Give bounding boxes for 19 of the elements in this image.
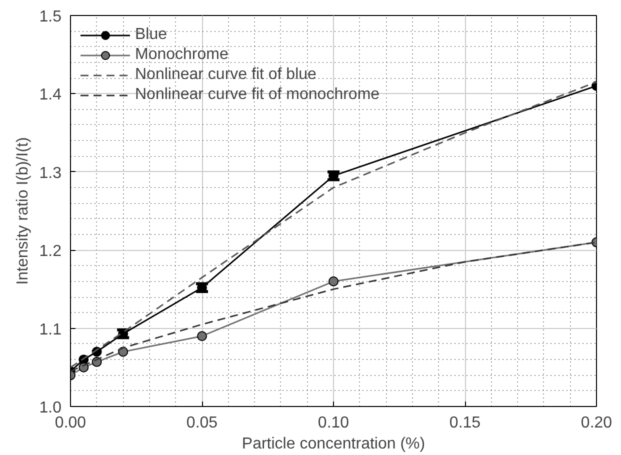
- legend-label: Nonlinear curve fit of monochrome: [135, 86, 380, 104]
- y-tick-label: 1.3: [39, 164, 62, 182]
- y-tick-label: 1.1: [39, 321, 62, 338]
- x-axis-title: Particle concentration (%): [242, 436, 426, 452]
- y-tick-label: 1.5: [39, 8, 62, 26]
- legend-label: Blue: [135, 26, 168, 44]
- legend-label: Monochrome: [135, 46, 228, 64]
- x-tick-label: 0.10: [318, 414, 350, 432]
- x-tick-label: 0.00: [54, 414, 86, 432]
- legend-label: Nonlinear curve fit of blue: [135, 66, 316, 84]
- y-axis-title: Intensity ratio I(b)/I(t): [14, 137, 32, 285]
- x-tick-label: 0.20: [580, 414, 612, 432]
- y-tick-label: 1.2: [39, 243, 62, 260]
- x-tick-label: 0.05: [186, 414, 218, 432]
- point: [328, 276, 338, 286]
- y-tick-label: 1.0: [39, 400, 62, 416]
- x-tick-label: 0.15: [449, 414, 481, 432]
- point: [197, 331, 207, 342]
- y-tick-label: 1.4: [39, 86, 62, 104]
